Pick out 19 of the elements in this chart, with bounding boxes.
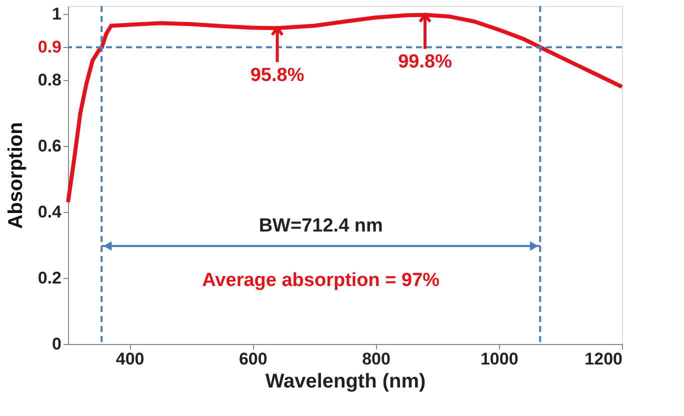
annotation: Average absorption = 97% xyxy=(202,270,440,291)
y-tick-label: 0.2 xyxy=(38,268,62,288)
x-axis-title: Wavelength (nm) xyxy=(265,370,426,392)
x-tick-label: 1200 xyxy=(584,350,622,368)
x-tick-label: 800 xyxy=(362,350,390,368)
y-tick-label: 0.6 xyxy=(38,136,62,156)
y-tick-label: 0 xyxy=(52,334,62,354)
x-tick-label: 600 xyxy=(238,350,268,368)
annotation: BW=712.4 nm xyxy=(258,216,383,237)
y-axis-title: Absorption xyxy=(4,122,27,229)
y-tick-label: 0.8 xyxy=(38,70,62,90)
x-tick-label: 400 xyxy=(116,350,144,368)
y-tick-label: 0.9 xyxy=(38,38,62,57)
annotation: 99.8% xyxy=(398,52,452,73)
annotation: 95.8% xyxy=(250,64,304,86)
y-tick-label: 1 xyxy=(52,4,62,24)
line-series xyxy=(66,12,624,204)
y-tick-label: 0.4 xyxy=(38,202,62,222)
x-tick-label: 1000 xyxy=(480,350,518,368)
